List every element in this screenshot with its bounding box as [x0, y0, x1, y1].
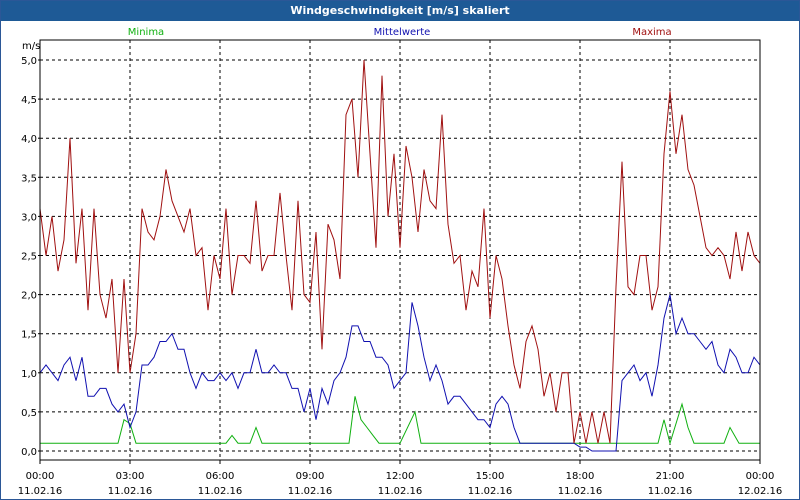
y-tick-label: 3,5	[21, 173, 37, 184]
y-tick-label: 4,5	[21, 95, 37, 106]
x-tick-date: 11.02.16	[108, 486, 153, 497]
x-tick-time: 12:00	[386, 471, 415, 482]
legend-item-maxima: Maxima	[632, 27, 671, 38]
y-axis-label: m/s	[22, 41, 40, 52]
y-tick-label: 2,5	[21, 252, 37, 263]
legend-item-mittelwerte: Mittelwerte	[374, 27, 431, 38]
series-line-minima	[40, 396, 760, 446]
x-tick-date: 11.02.16	[18, 486, 63, 497]
y-tick-label: 3,0	[21, 212, 37, 223]
x-tick-date: 11.02.16	[378, 486, 423, 497]
series-line-mittelwerte	[39, 294, 761, 452]
x-tick-time: 09:00	[296, 471, 325, 482]
y-tick-label: 1,0	[21, 369, 37, 380]
plot-frame	[39, 39, 761, 461]
x-tick-time: 00:00	[746, 471, 775, 482]
y-tick-label: 4,0	[21, 134, 37, 145]
y-tick-label: 0,0	[21, 447, 37, 458]
x-tick-time: 21:00	[656, 471, 685, 482]
y-tick-label: 1,5	[21, 330, 37, 341]
x-tick-time: 06:00	[206, 471, 235, 482]
x-tick-date: 11.02.16	[288, 486, 333, 497]
series-line-maxima	[39, 59, 761, 444]
x-tick-date: 11.02.16	[198, 486, 243, 497]
x-tick-time: 00:00	[26, 471, 55, 482]
y-tick-label: 5,0	[21, 56, 37, 67]
x-tick-date: 12.02.16	[738, 486, 783, 497]
x-tick-date: 11.02.16	[648, 486, 693, 497]
x-tick-time: 18:00	[566, 471, 595, 482]
grid	[40, 40, 760, 460]
y-tick-labels: 0,0 0,5 1,0 1,5 2,0 2,5 3,0 3,5 4,0 4,5 5,0	[21, 56, 40, 458]
x-tick-labels: 00:00 11.02.16 03:00 11.02.16 06:00 11.02.16 0…	[18, 460, 783, 497]
x-tick-date: 11.02.16	[468, 486, 513, 497]
x-tick-time: 15:00	[476, 471, 505, 482]
x-tick-date: 11.02.16	[558, 486, 603, 497]
series-lines	[39, 59, 761, 452]
legend: Minima Mittelwerte Maxima	[128, 27, 672, 38]
legend-item-minima: Minima	[128, 27, 164, 38]
y-tick-label: 2,0	[21, 291, 37, 302]
y-tick-label: 0,5	[21, 408, 37, 419]
x-tick-time: 03:00	[116, 471, 145, 482]
window-title: Windgeschwindigkeit [m/s] skaliert	[1, 1, 799, 21]
